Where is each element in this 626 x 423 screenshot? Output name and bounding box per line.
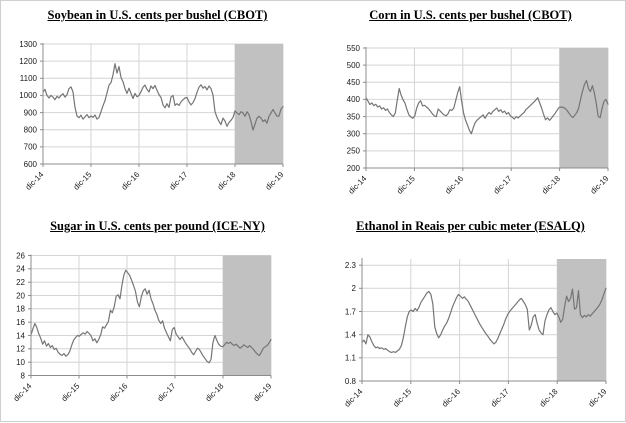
svg-text:1.1: 1.1: [345, 354, 357, 363]
svg-text:dic-15: dic-15: [391, 387, 413, 409]
svg-text:dic-18: dic-18: [204, 381, 226, 403]
svg-text:350: 350: [347, 112, 361, 121]
svg-text:dic-17: dic-17: [489, 387, 511, 409]
soybean-chart-cell: Soybean in U.S. cents per bushel (CBOT) …: [1, 1, 314, 212]
svg-text:2: 2: [352, 284, 357, 293]
svg-text:700: 700: [24, 143, 38, 152]
svg-text:18: 18: [16, 305, 25, 314]
svg-text:800: 800: [24, 126, 38, 135]
svg-text:dic-16: dic-16: [108, 381, 130, 403]
sugar-chart-plot: 8 10 12 14 16 18 20 22 24 26 dic-14 dic-15 dic-16 dic…: [12, 251, 274, 403]
svg-text:450: 450: [347, 78, 361, 87]
svg-text:14: 14: [16, 331, 25, 340]
svg-text:dic-15: dic-15: [72, 170, 94, 192]
corn-chart-title: Corn in U.S. cents per bushel (CBOT): [369, 8, 572, 22]
sugar-chart-title: Sugar in U.S. cents per pound (ICE-NY): [50, 219, 265, 233]
svg-text:dic-16: dic-16: [443, 174, 465, 196]
corn-chart-cell: Corn in U.S. cents per bushel (CBOT) 200…: [314, 1, 626, 212]
svg-text:dic-15: dic-15: [60, 381, 82, 403]
svg-text:dic-17: dic-17: [156, 381, 178, 403]
svg-text:dic-17: dic-17: [168, 170, 190, 192]
svg-text:dic-16: dic-16: [120, 170, 142, 192]
sugar-chart-cell: Sugar in U.S. cents per pound (ICE-NY) 8…: [1, 212, 314, 423]
svg-text:600: 600: [24, 160, 38, 169]
svg-text:22: 22: [16, 278, 25, 287]
svg-text:dic-19: dic-19: [589, 174, 611, 196]
svg-text:dic-19: dic-19: [252, 381, 274, 403]
svg-text:10: 10: [16, 358, 25, 367]
ethanol-chart-cell: Ethanol in Reais per cubic meter (ESALQ)…: [314, 212, 626, 423]
corn-chart-plot: 200 250 300 350 400 450 500 550 dic-14 dic-15 dic-…: [347, 44, 611, 196]
svg-text:dic-15: dic-15: [395, 174, 417, 196]
svg-text:550: 550: [347, 44, 361, 53]
svg-text:1.7: 1.7: [345, 307, 357, 316]
soybean-chart-title: Soybean in U.S. cents per bushel (CBOT): [47, 8, 268, 22]
svg-text:dic-14: dic-14: [347, 174, 369, 196]
svg-text:2.3: 2.3: [345, 261, 357, 270]
svg-text:24: 24: [16, 265, 25, 274]
svg-text:20: 20: [16, 291, 25, 300]
svg-text:0.8: 0.8: [345, 377, 357, 386]
svg-text:1000: 1000: [19, 91, 37, 100]
svg-text:dic-19: dic-19: [587, 387, 609, 409]
svg-text:dic-18: dic-18: [216, 170, 238, 192]
ethanol-chart-title: Ethanol in Reais per cubic meter (ESALQ): [356, 219, 585, 233]
svg-text:200: 200: [347, 164, 361, 173]
svg-text:dic-19: dic-19: [264, 170, 286, 192]
svg-text:400: 400: [347, 95, 361, 104]
svg-text:dic-18: dic-18: [538, 387, 560, 409]
svg-text:dic-14: dic-14: [24, 170, 46, 192]
svg-text:dic-17: dic-17: [492, 174, 514, 196]
svg-text:250: 250: [347, 147, 361, 156]
svg-text:16: 16: [16, 318, 25, 327]
svg-text:300: 300: [347, 130, 361, 139]
svg-text:1200: 1200: [19, 57, 37, 66]
svg-text:dic-16: dic-16: [440, 387, 462, 409]
svg-text:1300: 1300: [19, 40, 37, 49]
svg-text:dic-18: dic-18: [540, 174, 562, 196]
soybean-chart-plot: 600 700 800 900 1000 1100 1200 1300 dic-14 dic-15…: [19, 40, 286, 192]
svg-text:8: 8: [21, 371, 26, 380]
svg-text:26: 26: [16, 251, 25, 260]
ethanol-chart-plot: 0.8 1.1 1.4 1.7 2 2.3 dic-14 dic-15 dic-16 dic-17…: [343, 258, 609, 409]
svg-text:1100: 1100: [20, 74, 38, 83]
svg-text:dic-14: dic-14: [12, 381, 34, 403]
svg-text:1.4: 1.4: [345, 331, 357, 340]
svg-text:dic-14: dic-14: [343, 387, 365, 409]
svg-text:12: 12: [16, 345, 25, 354]
svg-text:900: 900: [24, 108, 38, 117]
svg-text:500: 500: [347, 61, 361, 70]
